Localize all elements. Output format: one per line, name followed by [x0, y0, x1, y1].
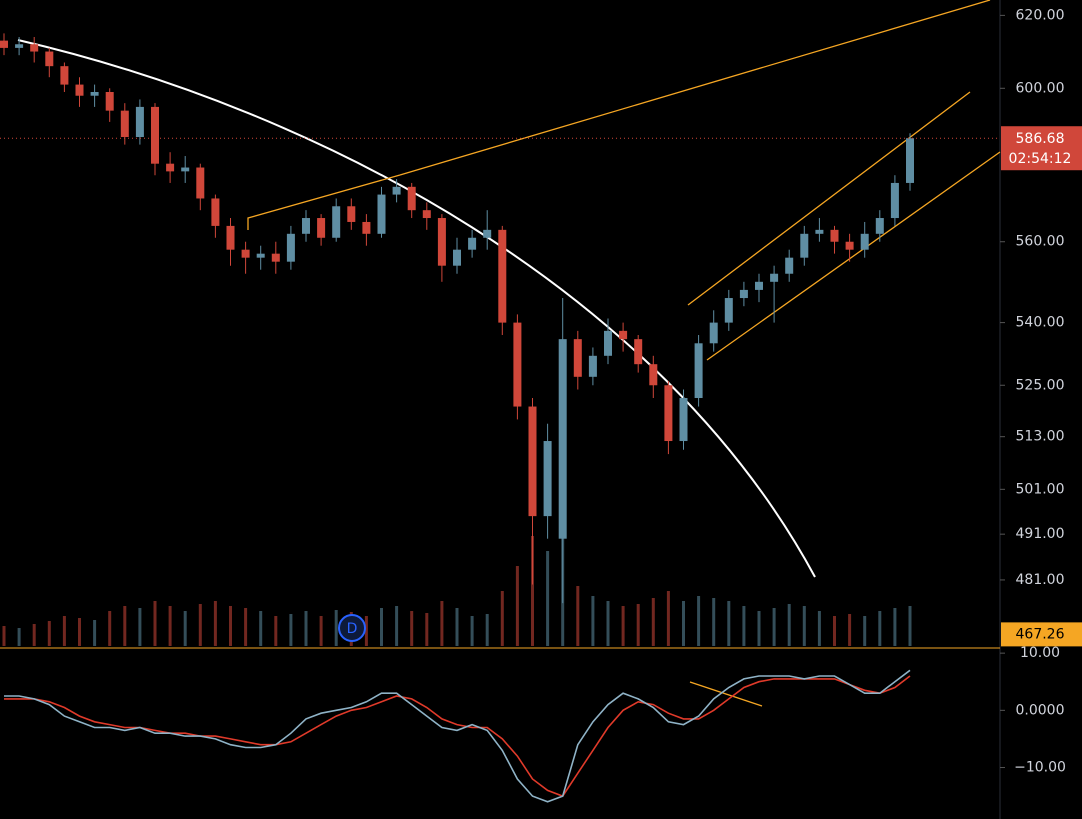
y-tick-label: 481.00	[1016, 572, 1065, 588]
y-tick-label: 10.00	[1020, 645, 1060, 661]
candle-body	[317, 218, 326, 238]
candle-body	[890, 182, 899, 219]
arc-trendline	[17, 39, 816, 578]
marks: 620.00 600.00 560.00 540.00 525.00 513.00 501.…	[0, 7, 1082, 803]
candle-body	[75, 84, 84, 96]
y-tick-label: 620.00	[1016, 7, 1065, 23]
candle-body	[875, 218, 884, 234]
candle-body	[619, 330, 628, 340]
candle-body	[166, 163, 175, 172]
candle-body	[604, 330, 612, 356]
candle-body	[588, 355, 597, 377]
candle-body	[483, 229, 492, 238]
candle-body	[332, 206, 341, 238]
candle-body	[256, 253, 265, 258]
candle-body	[830, 229, 839, 242]
candle-body	[634, 339, 643, 365]
candle-body	[30, 44, 39, 52]
y-tick-label: 501.00	[1016, 481, 1065, 497]
candle-body	[437, 218, 446, 266]
candle-body	[392, 186, 401, 195]
candle-body	[513, 322, 522, 407]
trendline	[399, 0, 991, 176]
marker-label: 467.26	[1016, 626, 1065, 642]
candle-body	[286, 233, 295, 262]
candle-body	[347, 206, 356, 222]
candle-body	[815, 229, 824, 234]
candle-body	[528, 406, 537, 517]
y-tick-label: 525.00	[1016, 377, 1065, 393]
candle-body	[649, 364, 658, 386]
event-label: D	[347, 621, 358, 637]
candle-body	[135, 106, 144, 138]
candle-body	[226, 225, 235, 250]
candle-body	[196, 167, 205, 199]
candle-body	[558, 339, 567, 539]
y-tick-label: 513.00	[1016, 429, 1065, 445]
candle-body	[181, 167, 190, 172]
y-tick-label: 540.00	[1016, 315, 1065, 331]
candle-body	[498, 229, 507, 323]
candle-body	[755, 281, 763, 290]
candle-body	[45, 51, 54, 67]
candle-body	[302, 218, 310, 234]
channel-bottom	[706, 151, 1001, 361]
candle-body	[90, 92, 99, 96]
candle-body	[105, 92, 114, 111]
y-tick-label: 491.00	[1016, 526, 1065, 542]
channel-top	[687, 91, 971, 306]
last-price-badge	[1001, 126, 1082, 171]
y-tick-label: 560.00	[1016, 234, 1065, 250]
candle-body	[468, 237, 477, 250]
candle-body	[15, 44, 24, 48]
candle-body	[573, 339, 582, 377]
candle-body	[377, 194, 386, 234]
candle-body	[271, 253, 280, 262]
trendline	[247, 174, 401, 230]
countdown: 02:54:12	[1009, 151, 1072, 167]
drawings	[17, 0, 1001, 707]
candle-body	[709, 322, 718, 344]
candle-body	[860, 233, 869, 250]
macd-trendline	[689, 681, 763, 707]
candle-body	[739, 289, 748, 299]
candle-body	[0, 40, 8, 48]
candle-body	[800, 233, 809, 258]
candle-body	[543, 441, 552, 517]
y-tick-label: −10.00	[1014, 760, 1066, 776]
candle-body	[785, 257, 794, 274]
last-price-label: 586.68	[1016, 131, 1065, 147]
candle-body	[906, 138, 914, 183]
y-tick-label: 0.0000	[1016, 702, 1065, 718]
candle-body	[151, 106, 159, 164]
y-tick-label: 600.00	[1016, 80, 1065, 96]
candle-body	[407, 186, 416, 211]
candle-body	[211, 198, 220, 226]
event-marker[interactable]	[338, 614, 366, 642]
candle-body	[679, 398, 688, 442]
candle-body	[770, 273, 779, 282]
signal-line	[4, 675, 911, 798]
candle-body	[362, 221, 371, 234]
candle-body	[845, 241, 854, 250]
macd-line	[4, 669, 911, 803]
candle-body	[120, 110, 129, 138]
candle-body	[60, 66, 69, 85]
candle-body	[694, 343, 703, 399]
marker-badge	[1001, 622, 1082, 647]
candle-body	[664, 385, 673, 442]
candle-body	[453, 249, 461, 266]
candle-body	[724, 298, 733, 323]
candle-body	[422, 210, 431, 219]
candle-body	[241, 249, 250, 258]
